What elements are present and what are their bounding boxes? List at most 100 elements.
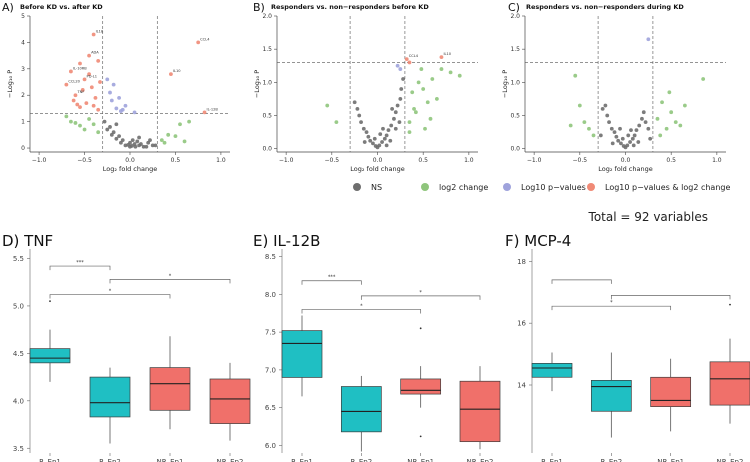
boxplot-panel-0: D) TNF 3.5 4.0 4.5 5.0 5.5 R_Ep1 R_Ep2 NR_Ep1 NR_…: [2, 232, 251, 462]
significance-bracket: *: [109, 273, 231, 284]
point-log2: [421, 87, 426, 91]
legend-item: Log10 p−values: [503, 183, 586, 192]
y-tick-label: 4.5: [13, 350, 24, 358]
point-NS: [630, 136, 635, 141]
y-tick-label: 1.5: [510, 46, 520, 53]
box-body: [400, 378, 442, 395]
point-log2: [591, 133, 596, 138]
point-NS: [133, 144, 138, 149]
x-tick-label: 0.5: [171, 157, 181, 164]
point-NS: [398, 97, 403, 101]
point-log2: [701, 77, 706, 81]
point-log2: [568, 123, 573, 128]
panel-letter: B): [253, 1, 265, 14]
point-log2: [78, 123, 82, 128]
point-log2: [96, 130, 101, 135]
x-tick-label: −0.5: [573, 157, 588, 164]
y-tick-label: 2.0: [510, 13, 520, 20]
point-label: IL10: [173, 69, 181, 73]
box-outlier: [419, 435, 422, 438]
box-body: [340, 386, 382, 433]
point-log2: [416, 80, 421, 85]
point-NS: [148, 138, 152, 143]
y-tick-label: 8.5: [265, 253, 276, 261]
point-log2: [582, 120, 587, 125]
point-NS: [364, 130, 369, 134]
x-tick-label: R_Ep1: [541, 458, 563, 462]
point-NS: [373, 144, 378, 148]
x-tick-label: R_Ep1: [291, 458, 313, 462]
point-NS: [384, 143, 389, 148]
point-NS: [609, 126, 614, 131]
x-tick-label: 1.0: [216, 157, 226, 164]
point-log2: [82, 127, 87, 132]
x-axis-title: Log₂ fold change: [350, 165, 404, 173]
point-log2: [428, 116, 433, 121]
point-log2: [577, 103, 582, 108]
legend-label: NS: [371, 183, 382, 192]
bracket-label: *: [419, 290, 422, 296]
point-NS: [382, 136, 387, 141]
point-NS: [117, 134, 121, 139]
point-NS: [614, 134, 619, 139]
point-log2: [412, 106, 416, 111]
point-log2: [410, 90, 415, 95]
point-log2: [669, 110, 674, 115]
point-NS: [631, 143, 636, 148]
box-body: [650, 376, 692, 407]
point-log2: [419, 67, 424, 71]
x-tick-label: NR_Ep1: [157, 458, 184, 462]
point-NS: [114, 136, 119, 141]
point-NS: [126, 142, 131, 147]
point-NS: [386, 128, 391, 133]
point-label: ADA: [91, 51, 99, 55]
point-log2: [166, 132, 171, 137]
y-tick-label: 1.0: [510, 79, 520, 86]
point-NS: [648, 136, 653, 141]
point-label: IL-12B: [207, 107, 219, 111]
point-p10: [123, 103, 128, 108]
point-both: [78, 61, 82, 66]
x-tick-label: 0.0: [125, 157, 135, 164]
box-NR_Ep2: [459, 366, 501, 450]
point-both: [75, 102, 80, 107]
legend-label: Log10 p−values: [521, 183, 586, 192]
point-both: [96, 107, 101, 112]
y-tick-label: 0.0: [262, 146, 272, 153]
bracket-line: [551, 279, 612, 284]
bracket-label: *: [109, 289, 112, 295]
box-R_Ep1: [29, 300, 71, 382]
point-log2: [407, 120, 412, 125]
point-log2: [667, 90, 672, 95]
point-log2: [178, 122, 182, 127]
x-axis-title: Log₂ fold change: [598, 165, 652, 173]
point-NS: [646, 126, 651, 131]
box-R_Ep1: [531, 352, 573, 392]
point-log2: [173, 134, 178, 139]
point-both: [69, 69, 73, 74]
point-log2: [73, 121, 78, 125]
box-body: [149, 367, 191, 411]
significance-bracket: *: [360, 290, 481, 300]
x-tick-label: 0.5: [666, 157, 676, 164]
point-both: [439, 55, 444, 60]
box-NR_Ep2: [209, 362, 251, 441]
significance-bracket: [551, 279, 612, 284]
point-both: [404, 57, 409, 62]
point-NS: [628, 140, 632, 144]
point-log2: [573, 73, 578, 78]
y-tick-label: 7.0: [265, 366, 276, 374]
point-label: IL10: [443, 52, 451, 56]
point-p10: [120, 107, 125, 112]
significance-bracket: ***: [301, 275, 362, 285]
point-NS: [390, 106, 395, 111]
y-tick-label: 4.0: [13, 397, 24, 405]
point-NS: [361, 126, 366, 131]
legend-item: Log10 p−values & log2 change: [587, 183, 730, 192]
x-tick-label: −0.5: [325, 157, 340, 164]
point-NS: [102, 119, 107, 124]
y-tick-label: 0: [21, 145, 25, 152]
point-log2: [159, 138, 164, 143]
point-NS: [130, 138, 135, 143]
bracket-line: [49, 294, 171, 299]
